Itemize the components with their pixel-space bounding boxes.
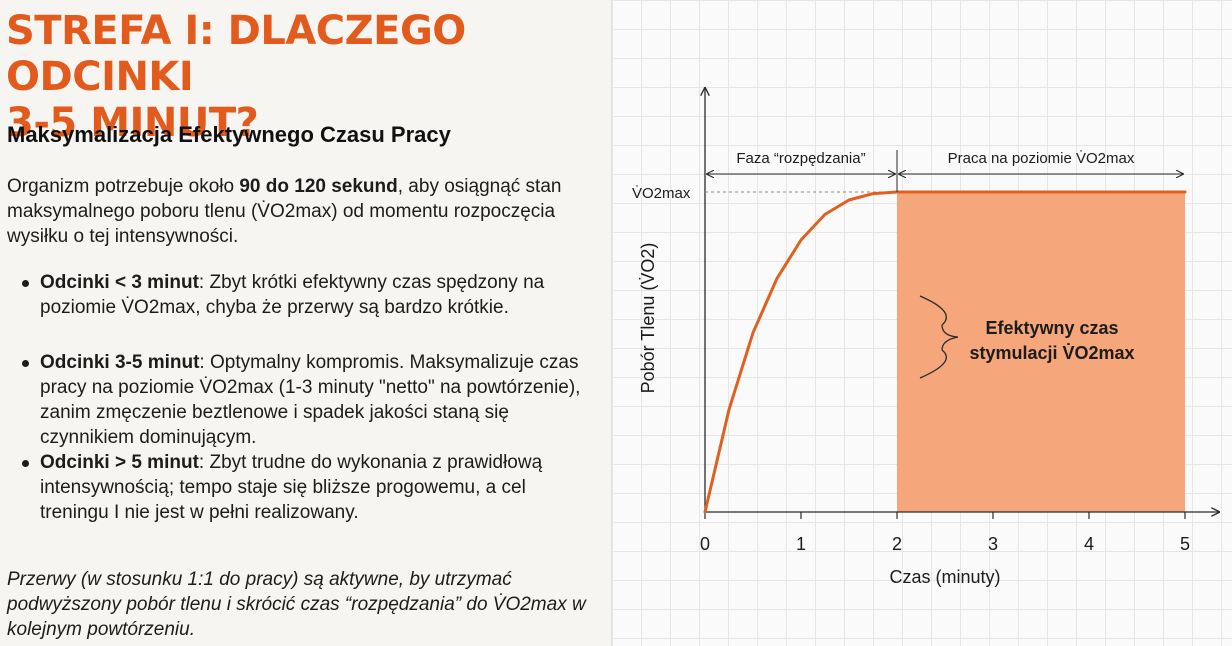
intro-text-end: , aby osiągnąć stan maksymalnego poboru … [7,176,562,247]
x-axis-label: Czas (minuty) [889,567,1000,587]
list-item: Odcinki < 3 minut: Zbyt krótki efektywny… [22,270,592,320]
phase-warmup-label: Faza “rozpędzania” [736,150,865,167]
x-tick-label: 5 [1180,534,1190,554]
x-tick-label: 2 [892,534,902,554]
list-item: Odcinki 3-5 minut: Optymalny kompromis. … [22,350,592,450]
intro-text-start: Organizm potrzebuje około [7,176,240,197]
x-tick-label: 4 [1084,534,1094,554]
bullet-text: : Zbyt krótki efektywny czas spędzony na… [40,272,545,318]
bullet-text: : Optymalny kompromis. Maksymalizuje cza… [40,352,581,448]
vo2max-level-label: V̇O2max [632,185,691,202]
y-axis-label: Pobór Tlenu (V̇O2) [638,243,658,394]
bullet-heading: Odcinki 3-5 minut [40,352,200,373]
vo2-curve [703,190,1187,514]
vo2-chart: V̇O2max 0 1 2 3 4 5 Faza “rozpędzania” Praca … [632,0,1232,587]
text-panel: STREFA I: DLACZEGO ODCINKI 3-5 MINUT? Ma… [0,0,610,646]
effective-time-brace [919,295,959,379]
bullet-heading: Odcinki > 5 minut [40,452,199,473]
x-tick-label: 1 [796,534,806,554]
bullet-text: : Zbyt trudne do wykonania z prawidłową … [40,452,543,523]
x-tick-label: 0 [700,534,710,554]
bullet-heading: Odcinki < 3 minut [40,272,199,293]
effective-time-label: Efektywny czas stymulacji V̇O2max [969,318,1134,363]
x-tick-label: 3 [988,534,998,554]
intro-highlight: 90 do 120 sekund [239,176,398,197]
chart-panel: V̇O2max 0 1 2 3 4 5 Faza “rozpędzania” Praca … [611,0,1232,646]
footnote: Przerwy (w stosunku 1:1 do pracy) są akt… [7,569,586,640]
page-title: STREFA I: DLACZEGO ODCINKI 3-5 MINUT? [6,8,466,146]
phase-vo2max-label: Praca na poziomie V̇O2max [948,150,1135,167]
intro-paragraph: Organizm potrzebuje około 90 do 120 seku… [7,174,587,249]
list-item: Odcinki > 5 minut: Zbyt trudne do wykona… [22,450,592,525]
x-ticks: 0 1 2 3 4 5 [700,512,1190,554]
effective-time-region [897,192,1185,512]
section-subtitle: Maksymalizacja Efektywnego Czasu Pracy [7,122,451,147]
bullet-list: Odcinki < 3 minut: Zbyt krótki efektywny… [22,270,592,525]
